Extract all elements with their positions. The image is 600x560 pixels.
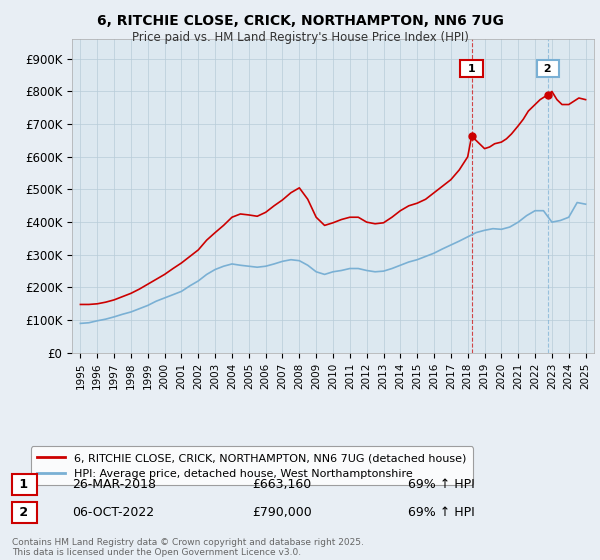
Text: Price paid vs. HM Land Registry's House Price Index (HPI): Price paid vs. HM Land Registry's House … [131,31,469,44]
Text: 2: 2 [15,506,33,519]
Text: 06-OCT-2022: 06-OCT-2022 [72,506,154,519]
Text: 6, RITCHIE CLOSE, CRICK, NORTHAMPTON, NN6 7UG: 6, RITCHIE CLOSE, CRICK, NORTHAMPTON, NN… [97,14,503,28]
Text: 69% ↑ HPI: 69% ↑ HPI [408,506,475,519]
Text: 26-MAR-2018: 26-MAR-2018 [72,478,156,491]
Text: 69% ↑ HPI: 69% ↑ HPI [408,478,475,491]
Text: 2: 2 [540,64,556,73]
Text: Contains HM Land Registry data © Crown copyright and database right 2025.
This d: Contains HM Land Registry data © Crown c… [12,538,364,557]
Text: £790,000: £790,000 [252,506,312,519]
Text: £663,160: £663,160 [252,478,311,491]
Text: 1: 1 [464,64,479,73]
Text: 1: 1 [15,478,33,491]
Legend: 6, RITCHIE CLOSE, CRICK, NORTHAMPTON, NN6 7UG (detached house), HPI: Average pri: 6, RITCHIE CLOSE, CRICK, NORTHAMPTON, NN… [31,446,473,485]
